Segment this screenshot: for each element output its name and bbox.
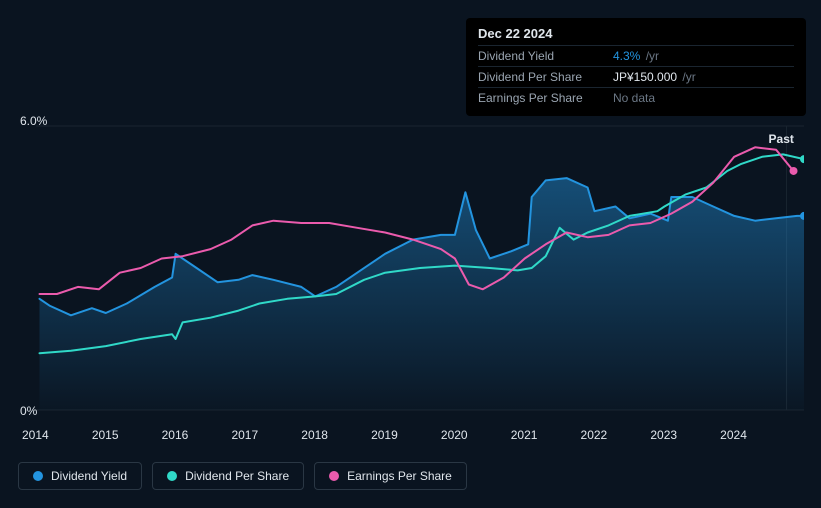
x-axis-label: 2020 bbox=[441, 428, 468, 442]
x-axis-label: 2022 bbox=[581, 428, 608, 442]
tooltip-row-label: Earnings Per Share bbox=[478, 91, 613, 105]
legend-item[interactable]: Dividend Per Share bbox=[152, 462, 304, 490]
chart-svg bbox=[18, 108, 804, 420]
legend-item[interactable]: Earnings Per Share bbox=[314, 462, 467, 490]
chart-tooltip: Dec 22 2024 Dividend Yield4.3% /yrDivide… bbox=[466, 18, 806, 116]
legend-dot-icon bbox=[167, 471, 177, 481]
x-axis-label: 2017 bbox=[231, 428, 258, 442]
tooltip-row-value: No data bbox=[613, 91, 655, 105]
x-axis-label: 2023 bbox=[650, 428, 677, 442]
legend-label: Dividend Per Share bbox=[185, 469, 289, 483]
legend-item[interactable]: Dividend Yield bbox=[18, 462, 142, 490]
y-axis-label: 6.0% bbox=[20, 114, 47, 128]
tooltip-row: Dividend Yield4.3% /yr bbox=[478, 45, 794, 66]
legend: Dividend Yield Dividend Per Share Earnings… bbox=[18, 462, 467, 490]
legend-label: Earnings Per Share bbox=[347, 469, 452, 483]
legend-dot-icon bbox=[33, 471, 43, 481]
tooltip-row: Dividend Per ShareJP¥150.000 /yr bbox=[478, 66, 794, 87]
y-axis-label: 0% bbox=[20, 404, 37, 418]
x-axis-label: 2019 bbox=[371, 428, 398, 442]
x-axis-label: 2021 bbox=[511, 428, 538, 442]
chart-area: 0%6.0% 201420152016201720182019202020212… bbox=[18, 108, 804, 420]
x-axis-label: 2015 bbox=[92, 428, 119, 442]
tooltip-date: Dec 22 2024 bbox=[478, 26, 794, 41]
past-marker-label: Past bbox=[769, 132, 794, 146]
x-axis-label: 2018 bbox=[301, 428, 328, 442]
x-axis-label: 2024 bbox=[720, 428, 747, 442]
x-axis-label: 2014 bbox=[22, 428, 49, 442]
tooltip-row-label: Dividend Yield bbox=[478, 49, 613, 63]
tooltip-row-value: 4.3% /yr bbox=[613, 49, 659, 63]
x-axis-label: 2016 bbox=[162, 428, 189, 442]
tooltip-row-value: JP¥150.000 /yr bbox=[613, 70, 696, 84]
legend-label: Dividend Yield bbox=[51, 469, 127, 483]
tooltip-row: Earnings Per ShareNo data bbox=[478, 87, 794, 108]
tooltip-row-label: Dividend Per Share bbox=[478, 70, 613, 84]
legend-dot-icon bbox=[329, 471, 339, 481]
